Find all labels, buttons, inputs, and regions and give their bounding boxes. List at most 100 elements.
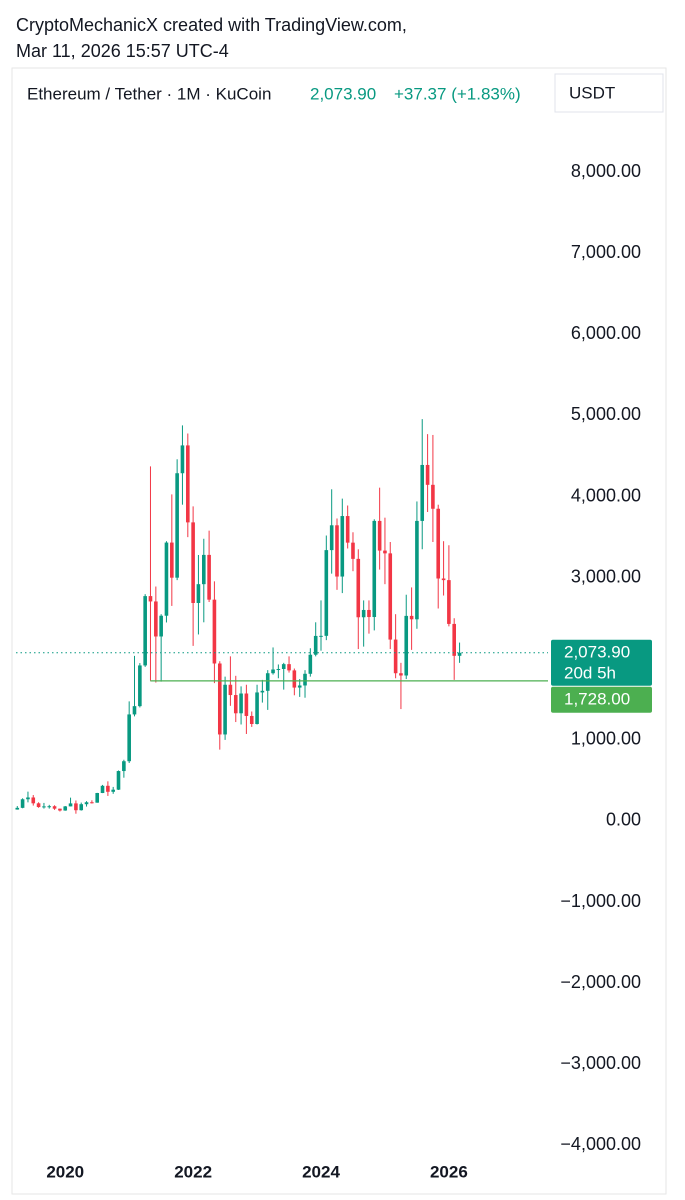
candle-body [122, 761, 126, 772]
candle-body [148, 596, 153, 602]
candle-body [15, 807, 20, 810]
candle-body [409, 615, 414, 620]
y-tick-label: 5,000.00 [571, 404, 641, 424]
candle-body [154, 601, 158, 637]
author-line: CryptoMechanicX created with TradingView… [16, 15, 407, 35]
candle-body [367, 609, 371, 618]
support-label-box [551, 686, 652, 713]
x-tick-label: 2026 [430, 1162, 468, 1181]
candle-body [271, 669, 275, 674]
candle-body [207, 554, 211, 600]
candle-body [436, 508, 441, 579]
candle-body [164, 542, 169, 616]
candle-body [42, 806, 46, 808]
candle-body [95, 793, 100, 803]
symbol: Ethereum / Tether · 1M · KuCoin [27, 84, 271, 103]
candle-body [281, 664, 286, 670]
plot [15, 419, 462, 814]
candle-body [452, 623, 456, 656]
candle-body [297, 685, 302, 688]
y-tick-label: 4,000.00 [571, 485, 641, 505]
candle-body [425, 464, 430, 485]
candle-body [415, 520, 419, 620]
candle-body [255, 692, 259, 724]
y-tick-label: 1,000.00 [571, 729, 641, 749]
candle-body [20, 799, 25, 808]
candle-body [74, 803, 78, 811]
candle-body [63, 806, 68, 811]
candle-body [143, 596, 147, 666]
candle-body [356, 558, 361, 618]
header-price: 2,073.90 [310, 84, 376, 103]
candle-body [239, 693, 243, 714]
candle-body [196, 584, 201, 603]
candle-body [100, 785, 105, 794]
date-line: Mar 11, 2026 15:57 UTC-4 [16, 41, 229, 61]
candle-body [372, 520, 377, 618]
y-tick-label: 6,000.00 [571, 323, 641, 343]
candle-body [36, 803, 41, 808]
candle-body [340, 516, 345, 577]
candle-body [175, 473, 179, 578]
candle-body [233, 695, 238, 714]
y-tick-label: −3,000.00 [560, 1053, 641, 1073]
x-tick-label: 2022 [174, 1162, 212, 1181]
candle-body [319, 635, 323, 637]
price-label-box [551, 639, 652, 686]
candle-body [90, 802, 94, 804]
candle-body [52, 806, 57, 809]
candle-body [361, 609, 366, 618]
candle-body [68, 803, 73, 807]
candle-body [26, 797, 30, 800]
support-label: 1,728.00 [564, 689, 630, 708]
candle-body [111, 789, 115, 792]
y-tick-label: −4,000.00 [560, 1134, 641, 1154]
candle-body [260, 690, 265, 693]
candle-body [287, 664, 291, 671]
y-tick-label: 8,000.00 [571, 161, 641, 181]
y-tick-label: 7,000.00 [571, 242, 641, 262]
candle-body [308, 654, 313, 674]
candle-body [399, 673, 403, 676]
y-tick-label: −1,000.00 [560, 891, 641, 911]
candle-body [84, 802, 89, 805]
candle-body [345, 516, 350, 543]
candle-body [249, 715, 254, 724]
candle-body [383, 550, 387, 554]
y-tick-label: 0.00 [606, 810, 641, 830]
currency[interactable]: USDT [569, 83, 615, 102]
candle-body [132, 706, 137, 715]
candle-body [244, 693, 249, 716]
candle-body [420, 464, 425, 521]
y-tick-label: −2,000.00 [560, 972, 641, 992]
candle-body [335, 525, 339, 577]
candle-body [303, 673, 307, 686]
candle-body [228, 684, 233, 696]
candle-body [116, 771, 121, 790]
candle-body [191, 522, 195, 603]
candle-body [58, 808, 62, 811]
candle-body [377, 520, 382, 551]
header-change: +37.37 (+1.83%) [394, 84, 521, 103]
candle-body [79, 804, 84, 811]
candle-body [180, 445, 185, 474]
candle-body [47, 806, 52, 808]
candle-body [223, 684, 227, 735]
candle-body [329, 525, 334, 551]
candle-body [170, 542, 174, 578]
candle-body [431, 484, 435, 509]
candle-body [201, 554, 206, 585]
currency-box[interactable] [554, 73, 664, 113]
candle-body [313, 635, 318, 655]
y-tick-label: 3,000.00 [571, 566, 641, 586]
candle-body [324, 550, 329, 636]
x-tick-label: 2020 [46, 1162, 84, 1181]
candle-body [106, 785, 110, 792]
candle-body [217, 663, 222, 735]
chart-frame [11, 67, 667, 1195]
candle-body [393, 639, 398, 674]
x-tick-label: 2024 [302, 1162, 340, 1181]
candle-body [265, 673, 270, 691]
